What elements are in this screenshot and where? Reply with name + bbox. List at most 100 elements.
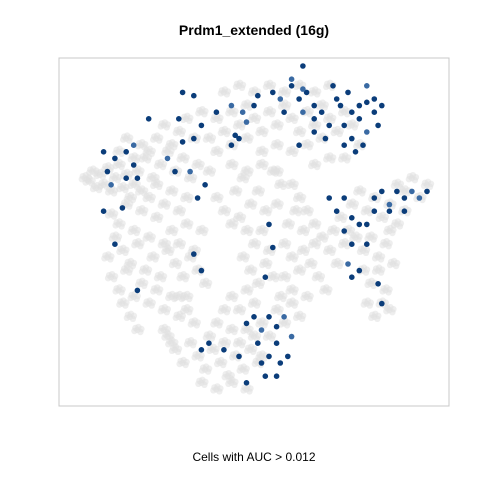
active-cell-point	[221, 347, 227, 353]
active-cell-point	[356, 221, 363, 228]
background-cell-point	[233, 120, 241, 127]
background-cell-point	[303, 226, 311, 234]
background-cell-point	[119, 286, 126, 293]
background-cell-point	[384, 305, 391, 312]
background-cell-point	[258, 187, 265, 194]
background-cell-point	[243, 253, 250, 260]
background-cell-point	[177, 357, 184, 365]
background-cell-point	[271, 199, 278, 206]
background-cell-point	[224, 127, 232, 135]
background-cell-point	[307, 207, 314, 214]
active-cell-point	[130, 142, 137, 148]
background-cell-point	[309, 87, 316, 94]
background-cell-point	[127, 200, 134, 207]
active-cell-point	[191, 251, 197, 257]
active-cell-point	[341, 122, 348, 129]
background-cell-point	[292, 299, 299, 306]
background-cell-point	[397, 180, 405, 187]
background-cell-point	[187, 114, 194, 122]
background-cell-point	[316, 133, 323, 140]
background-cell-point	[168, 332, 175, 339]
active-cell-point	[356, 102, 363, 109]
active-cell-point	[322, 135, 329, 142]
background-cell-point	[190, 174, 198, 181]
background-cell-point	[217, 114, 224, 122]
background-cell-point	[123, 299, 130, 306]
background-cell-point	[183, 273, 190, 280]
background-cell-point	[248, 298, 256, 305]
background-cell-point	[352, 200, 359, 207]
background-cell-point	[168, 246, 175, 253]
background-cell-point	[376, 212, 383, 219]
background-cell-point	[147, 252, 154, 259]
active-cell-point	[281, 314, 287, 320]
background-cell-point	[232, 220, 239, 227]
background-cell-point	[218, 206, 226, 213]
background-cell-point	[267, 272, 274, 279]
background-cell-point	[142, 207, 149, 214]
background-cell-point	[134, 180, 141, 187]
background-cell-point	[113, 159, 120, 167]
active-cell-point	[213, 109, 220, 115]
background-cell-point	[269, 108, 277, 115]
background-cell-point	[83, 176, 90, 183]
background-cell-point	[181, 305, 188, 312]
background-cell-point	[222, 371, 229, 378]
active-cell-point	[266, 314, 272, 320]
chart-caption: Cells with AUC > 0.012	[192, 450, 315, 464]
background-cell-point	[330, 246, 337, 253]
background-cell-point	[247, 385, 254, 392]
background-cell-point	[124, 311, 132, 318]
active-cell-point	[198, 122, 205, 129]
background-cell-point	[260, 206, 267, 213]
background-cell-point	[232, 108, 239, 115]
background-cell-point	[254, 332, 262, 339]
background-cell-point	[251, 345, 258, 352]
background-cell-point	[324, 80, 331, 88]
background-cell-point	[172, 187, 179, 194]
background-cell-point	[127, 266, 134, 273]
background-cell-point	[316, 232, 323, 239]
active-cell-point	[394, 188, 400, 195]
background-cell-point	[233, 80, 241, 88]
active-cell-point	[330, 83, 336, 89]
active-cell-point	[270, 89, 276, 96]
background-cell-point	[181, 113, 188, 121]
active-cell-point	[352, 149, 359, 155]
background-cell-point	[203, 166, 211, 173]
active-cell-point	[349, 274, 355, 281]
background-cell-point	[149, 193, 156, 201]
background-cell-point	[138, 167, 145, 174]
background-cell-point	[187, 292, 194, 300]
background-cell-point	[286, 298, 293, 305]
background-cell-point	[365, 278, 372, 285]
background-cell-point	[378, 266, 386, 273]
active-cell-point	[119, 205, 126, 211]
background-cell-point	[262, 147, 269, 154]
background-cell-point	[173, 126, 180, 134]
active-cell-point	[179, 139, 186, 145]
background-cell-point	[241, 133, 248, 140]
background-cell-point	[263, 245, 271, 252]
active-cell-point	[345, 261, 351, 267]
background-cell-point	[232, 292, 239, 300]
background-cell-point	[209, 134, 217, 141]
background-cell-point	[236, 187, 243, 194]
background-cell-point	[292, 147, 299, 154]
background-cell-point	[90, 182, 98, 190]
active-cell-point	[100, 149, 107, 155]
background-cell-point	[315, 160, 322, 168]
background-cell-point	[330, 114, 337, 122]
background-cell-point	[293, 265, 301, 272]
active-cell-point	[100, 208, 107, 214]
active-cell-point	[266, 353, 272, 360]
background-cell-point	[269, 81, 277, 89]
background-cell-point	[177, 272, 184, 279]
active-cell-point	[371, 195, 378, 201]
background-cell-point	[211, 384, 218, 391]
background-cell-point	[327, 225, 335, 233]
background-cell-point	[136, 140, 143, 147]
background-cell-point	[363, 246, 371, 253]
active-cell-point	[273, 323, 280, 330]
background-cell-point	[391, 179, 399, 186]
